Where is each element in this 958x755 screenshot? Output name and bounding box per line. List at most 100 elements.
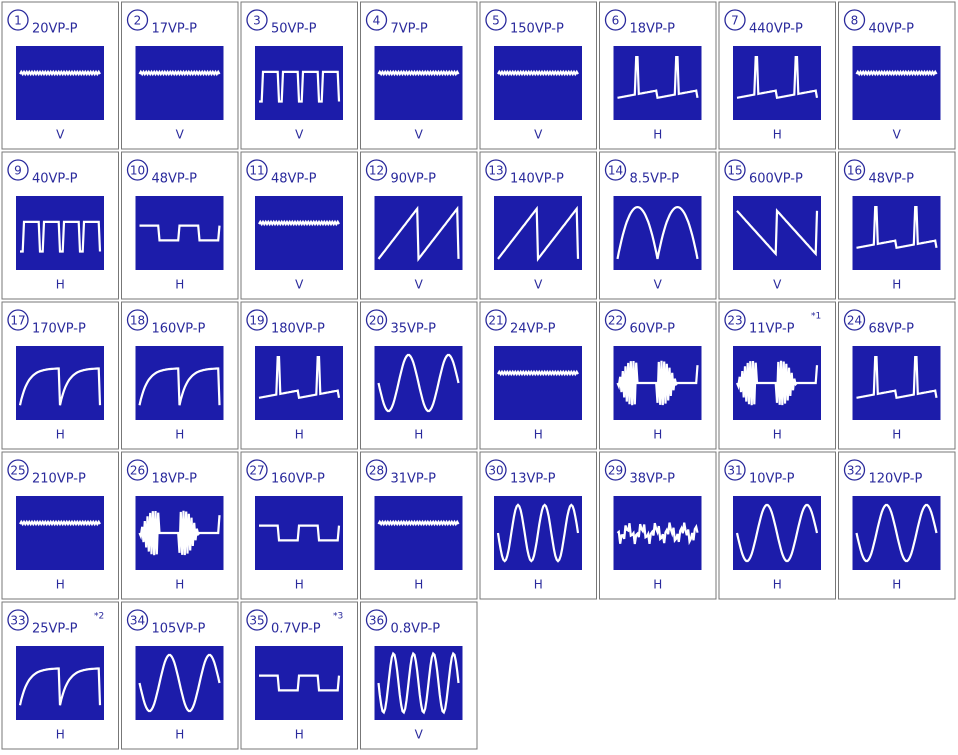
number-circle	[843, 159, 866, 181]
voltage-label: 140VP-P	[510, 172, 564, 187]
voltage-label: 60VP-P	[630, 322, 676, 337]
card-number: 29	[608, 464, 623, 478]
number-circle	[365, 309, 388, 331]
card-number: 14	[608, 164, 623, 178]
waveform-card: 24 68VP-P H	[838, 301, 956, 450]
sweep-label: H	[56, 278, 65, 292]
waveform-card: 13 140VP-P V	[479, 151, 597, 300]
voltage-label: 20VP-P	[32, 22, 78, 37]
footnote-mark: *1	[811, 312, 821, 322]
waveform-trace	[138, 510, 221, 556]
sweep-label: H	[56, 578, 65, 592]
number-circle	[604, 459, 627, 481]
waveform-card: 36 0.8VP-P V	[360, 601, 478, 750]
card-number: 27	[249, 464, 264, 478]
sweep-label: V	[893, 128, 902, 142]
waveform-card: 15 600VP-P V	[718, 151, 836, 300]
number-circle	[246, 309, 268, 331]
scope-screen	[374, 496, 463, 570]
number-circle	[246, 159, 268, 181]
waveform-trace	[377, 205, 460, 263]
sweep-label: V	[773, 278, 782, 292]
scope-screen	[852, 346, 941, 420]
sweep-label: H	[773, 128, 782, 142]
card-number: 30	[488, 464, 503, 478]
waveform-trace	[736, 56, 819, 100]
waveform-trace	[19, 69, 101, 77]
number-circle	[365, 459, 388, 481]
number-circle	[126, 9, 149, 31]
sweep-label: V	[415, 278, 424, 292]
number-circle	[604, 159, 627, 181]
voltage-label: 31VP-P	[391, 472, 437, 487]
card-number: 20	[369, 314, 384, 328]
waveform-card: 22 60VP-P H	[599, 301, 717, 450]
waveform-trace	[497, 369, 579, 377]
voltage-label: 0.8VP-P	[391, 622, 441, 637]
voltage-label: 24VP-P	[510, 322, 556, 337]
sweep-label: H	[56, 728, 65, 742]
card-number: 22	[608, 314, 623, 328]
waveform-card: 32 120VP-P H	[838, 451, 956, 600]
waveform-card: 35 0.7VP-P *3 H	[240, 601, 358, 750]
waveform-trace	[18, 367, 102, 406]
waveform-trace	[856, 356, 938, 400]
sweep-label: V	[415, 128, 424, 142]
waveform-trace	[138, 69, 221, 77]
card-number: 31	[727, 464, 742, 478]
waveform-trace	[856, 206, 938, 250]
voltage-label: 440VP-P	[749, 22, 803, 37]
voltage-label: 48VP-P	[869, 172, 915, 187]
voltage-label: 90VP-P	[391, 172, 437, 187]
waveform-trace	[259, 524, 341, 542]
scope-screen	[374, 46, 463, 120]
sweep-label: V	[415, 728, 424, 742]
number-circle	[485, 159, 507, 181]
waveform-card: 16 48VP-P H	[838, 151, 956, 300]
card-number: 4	[373, 14, 381, 28]
number-circle	[246, 459, 268, 481]
waveform-card: 5 150VP-P V	[479, 1, 597, 150]
voltage-label: 170VP-P	[32, 322, 86, 337]
sweep-label: H	[295, 428, 304, 442]
card-number: 10	[130, 164, 145, 178]
sweep-label: H	[414, 578, 423, 592]
sweep-label: H	[892, 428, 901, 442]
voltage-label: 48VP-P	[271, 172, 317, 187]
sweep-label: H	[892, 578, 901, 592]
card-number: 28	[369, 464, 384, 478]
number-circle	[724, 309, 746, 331]
voltage-label: 40VP-P	[869, 22, 915, 37]
waveform-trace	[259, 674, 341, 692]
voltage-label: 18VP-P	[152, 472, 198, 487]
waveform-trace	[496, 503, 580, 563]
waveform-card: 31 10VP-P H	[718, 451, 836, 600]
number-circle	[485, 459, 507, 481]
scope-screen	[613, 46, 702, 120]
voltage-label: 105VP-P	[152, 622, 206, 637]
voltage-label: 150VP-P	[510, 22, 564, 37]
number-circle	[365, 9, 388, 31]
sweep-label: H	[175, 578, 184, 592]
voltage-label: 600VP-P	[749, 172, 803, 187]
waveform-trace	[19, 519, 101, 527]
number-circle	[365, 609, 388, 631]
card-number: 5	[492, 14, 500, 28]
waveform-trace	[258, 356, 341, 400]
number-circle	[843, 459, 866, 481]
waveform-trace	[497, 69, 579, 77]
waveform-trace	[616, 205, 699, 260]
scope-screen	[733, 46, 821, 120]
waveform-trace	[139, 224, 221, 242]
number-circle	[246, 9, 268, 31]
waveform-trace	[616, 522, 699, 546]
waveform-card: 27 160VP-P H	[240, 451, 358, 600]
card-number: 3	[253, 14, 261, 28]
card-number: 23	[727, 314, 742, 328]
sweep-label: H	[653, 128, 662, 142]
scope-screen	[255, 196, 343, 270]
sweep-label: H	[653, 578, 662, 592]
footnote-mark: *2	[94, 612, 104, 622]
sweep-label: H	[56, 428, 65, 442]
